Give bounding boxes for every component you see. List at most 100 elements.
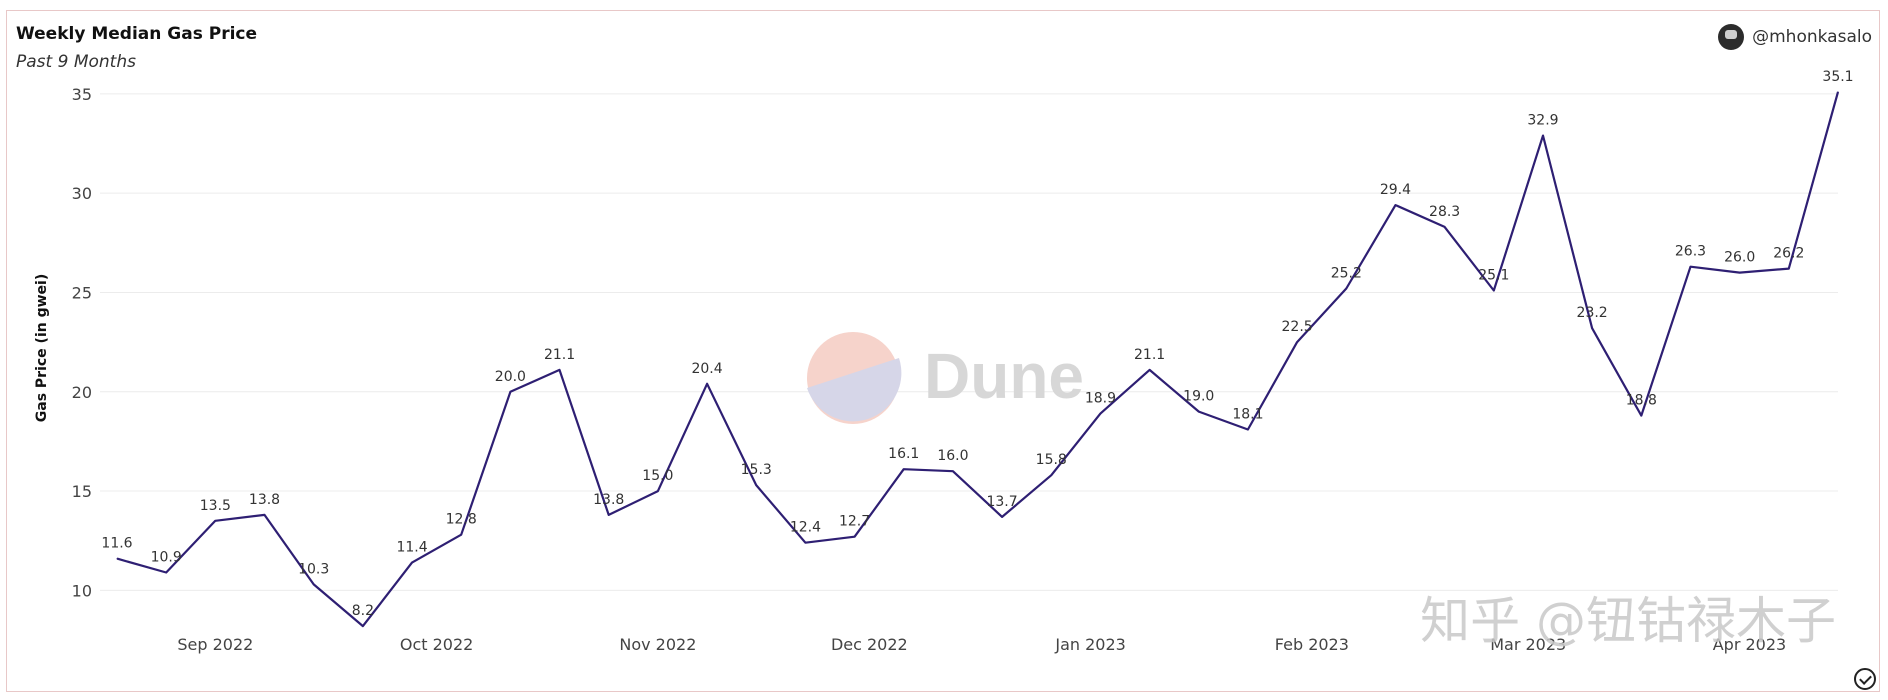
x-tick-label: Sep 2022 [177,635,253,654]
dune-logo-lower-half [807,358,902,422]
x-tick-label: Nov 2022 [619,635,696,654]
data-label: 18.9 [1085,391,1116,407]
dune-watermark-text: Dune [924,340,1084,412]
data-label: 13.7 [986,494,1017,510]
y-axis-label: Gas Price (in gwei) [34,274,50,422]
data-label: 13.5 [200,498,231,514]
data-point [264,514,266,516]
data-label: 35.1 [1822,69,1853,85]
dune-watermark: Dune [807,332,1084,424]
data-label: 20.4 [691,361,722,377]
data-point [1689,266,1691,268]
series-gas-price [116,91,1840,628]
data-point [1542,135,1544,137]
data-point [706,383,708,385]
data-label: 16.1 [888,446,919,462]
data-labels: 11.6 10.9 13.5 13.8 10.3 8.2 11.4 12.8 20.0 21.1 1… [101,69,1853,619]
data-label: 11.6 [101,536,132,552]
data-label: 25.1 [1478,267,1509,283]
data-point [116,558,118,560]
data-label: 26.2 [1773,246,1804,262]
data-point [755,484,757,486]
data-label: 12.7 [839,514,870,530]
data-point [559,369,561,371]
y-tick-label: 20 [72,383,92,402]
data-point [362,625,364,627]
series-line [116,91,1840,628]
data-label: 10.9 [151,549,182,565]
data-point [1050,474,1052,476]
x-axis: Sep 2022 Oct 2022 Nov 2022 Dec 2022 Jan 2023… [177,635,1786,654]
x-tick-label: Feb 2023 [1275,635,1349,654]
data-label: 12.4 [790,520,821,536]
data-label: 23.2 [1577,305,1608,321]
author-badge[interactable]: @mhonkasalo [1718,24,1872,50]
data-point [1345,288,1347,290]
data-label: 15.3 [741,462,772,478]
data-point [509,391,511,393]
chart-title: Weekly Median Gas Price [16,24,258,44]
data-point [1493,289,1495,291]
x-tick-label: Dec 2022 [831,635,908,654]
data-label: 21.1 [1134,347,1165,363]
data-point [1099,413,1101,415]
y-tick-label: 15 [72,482,92,501]
y-tick-label: 30 [72,184,92,203]
data-point [411,562,413,564]
data-point [1739,272,1741,274]
data-label: 22.5 [1282,319,1313,335]
data-point [657,490,659,492]
x-tick-label: Apr 2023 [1713,635,1786,654]
chart-card [6,10,1880,692]
author-handle: @mhonkasalo [1752,27,1872,47]
data-label: 21.1 [544,347,575,363]
y-tick-label: 35 [72,85,92,104]
y-axis: 10 15 20 25 30 35 [72,85,92,600]
data-label: 32.9 [1527,113,1558,129]
data-label: 20.0 [495,369,526,385]
data-point [1001,516,1003,518]
zhihu-overlay-text: 知乎 @钮钴禄木子 [1420,592,1836,650]
data-point [952,470,954,472]
data-point [1198,411,1200,413]
data-label: 26.3 [1675,244,1706,260]
x-tick-label: Jan 2023 [1054,635,1125,654]
y-tick-label: 25 [72,283,92,302]
data-point [1296,341,1298,343]
data-point [1837,91,1839,93]
data-label: 15.0 [642,468,673,484]
data-point [854,536,856,538]
data-label: 28.3 [1429,204,1460,220]
data-label: 11.4 [396,540,427,556]
data-point [608,514,610,516]
data-point [1788,268,1790,270]
avatar [1718,24,1745,50]
data-label: 16.0 [937,448,968,464]
check-circle-icon[interactable] [1854,668,1876,690]
x-tick-label: Oct 2022 [400,635,473,654]
data-point [1149,369,1151,371]
data-point [804,542,806,544]
data-point [313,583,315,585]
data-point [1640,415,1642,417]
data-point [460,534,462,536]
data-point [214,520,216,522]
data-point [165,571,167,573]
data-label: 18.1 [1232,406,1263,422]
data-label: 8.2 [352,603,374,619]
data-point [1247,428,1249,430]
data-label: 18.8 [1626,393,1657,409]
data-label: 12.8 [446,512,477,528]
data-label: 26.0 [1724,250,1755,266]
data-point [903,468,905,470]
data-point [1394,204,1396,206]
x-tick-label: Mar 2023 [1490,635,1566,654]
data-label: 13.8 [593,492,624,508]
data-label: 25.2 [1331,266,1362,282]
data-label: 19.0 [1183,389,1214,405]
y-tick-label: 10 [72,581,92,600]
data-point [1444,226,1446,228]
data-label: 15.8 [1036,452,1067,468]
data-label: 29.4 [1380,182,1411,198]
